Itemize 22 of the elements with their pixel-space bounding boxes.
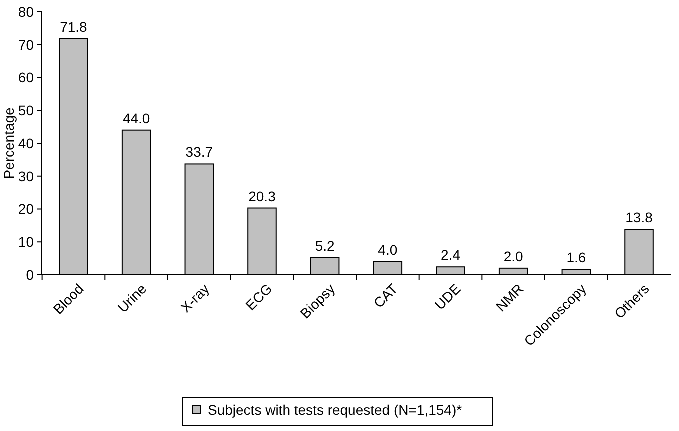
y-tick-label: 30 — [18, 168, 34, 184]
data-label: 2.0 — [504, 248, 524, 264]
y-tick-label: 0 — [26, 266, 34, 283]
data-label: 4.0 — [378, 242, 398, 258]
data-label: 44.0 — [122, 110, 150, 126]
y-tick-label: 50 — [18, 102, 34, 119]
y-tick-label: 20 — [18, 201, 34, 218]
data-label: 13.8 — [626, 210, 654, 226]
y-axis-title: Percentage — [1, 107, 17, 180]
y-tick-label: 10 — [18, 234, 34, 250]
data-label: 20.3 — [248, 188, 276, 204]
y-tick-label: 70 — [18, 36, 34, 53]
y-tick-label: 40 — [18, 135, 34, 152]
data-label: 33.7 — [186, 144, 214, 160]
data-label: 2.4 — [441, 247, 461, 264]
y-tick-label: 80 — [18, 4, 34, 20]
data-label: 1.6 — [566, 250, 586, 266]
y-tick-label: 60 — [18, 70, 34, 86]
legend-label: Subjects with tests requested (N=1,154)* — [208, 402, 463, 418]
data-label: 5.2 — [315, 238, 336, 254]
x-tick-label: CAT — [370, 280, 402, 312]
data-label: 71.8 — [60, 18, 88, 35]
